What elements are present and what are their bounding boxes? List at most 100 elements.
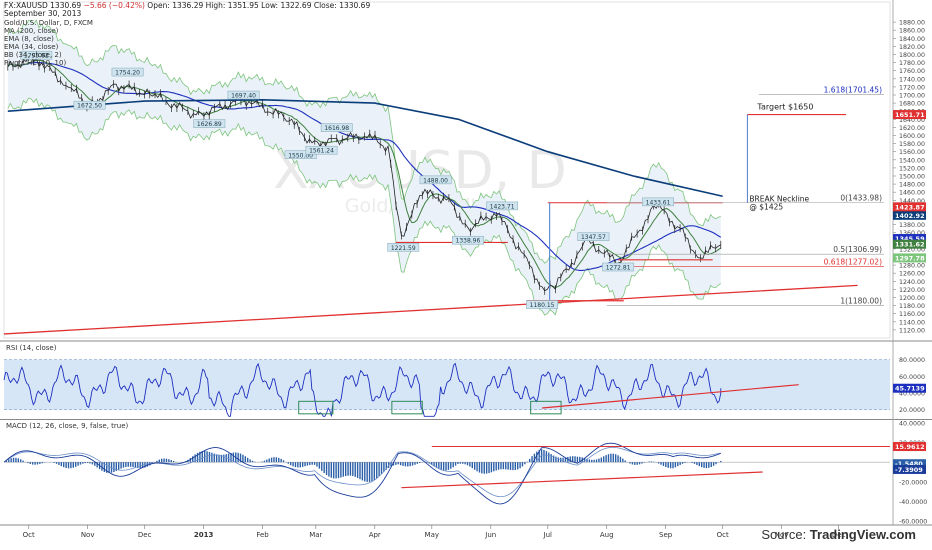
pivot-label: 1616.98 [324,125,349,132]
header-date: September 30, 2013 [4,9,82,18]
time-axis-label: Jun [484,531,496,539]
pivot-label-box [20,50,53,60]
price-axis-label: 1820.00 [899,44,925,51]
macd-axis-label: -40.0000 [899,499,927,506]
pivot-label-box [387,243,420,252]
pivot-label-box [452,235,484,245]
price-tag-label: 1402.92 [895,212,925,220]
pivot-label: 1795.82 [24,53,49,60]
ma200-line [7,99,723,198]
price-axis-label: 1760.00 [899,68,925,75]
price-axis-label: 1280.00 [899,263,925,270]
fib-label: 0.618(1277.02) [824,257,882,266]
legend-ema8[interactable]: EMA (8, close) [4,35,54,43]
price-tag-label: 1331.62 [895,241,925,249]
legend-bb[interactable]: BB (34, close, 2) [4,51,62,59]
price-axis-label: 1360.00 [899,230,925,237]
rsi-value-tag [893,383,926,393]
pivot-label: 1272.81 [606,265,631,272]
source-prefix: Source: [761,527,810,542]
fib-label: 0(1433.98) [840,194,882,203]
source-credit: Source: TradingView.com [761,527,916,542]
price-axis-label: 1520.00 [899,165,925,172]
header-quote-line: FX:XAUUSD 1330.69 −5.66 (−0.42%) Open: 1… [4,2,370,10]
legend-pivots[interactable]: Pivots HL (10, 10) [4,59,67,67]
macd-value-label: -1.5480 [895,460,923,468]
time-axis-label: Dec [138,531,152,539]
pivot-label-box [486,201,519,211]
time-axis-label: Oct [717,531,729,539]
price-axis-label: 1840.00 [899,36,925,43]
pivot-label: 1338.96 [456,238,481,245]
price-axis-label: 1860.00 [899,28,925,35]
macd-title: MACD (12, 26, close, 9, false, true) [6,422,129,430]
pivot-label-box [193,119,226,128]
price-axis-label: 1140.00 [899,319,925,326]
macd-axis-label: 40.0000 [899,420,925,427]
price-axis-label: 1200.00 [899,295,925,302]
pivot-label-box [284,150,317,159]
time-axis-label: Sep [659,531,673,539]
price-axis-label: 1600.00 [899,133,925,140]
fib-label: 1(1180.00) [840,297,882,306]
pivot-label-box [320,123,353,132]
time-axis-label: Dec [832,531,846,539]
price-line [7,56,721,292]
pivot-label: 1754.20 [115,70,140,77]
pivot-label-box [419,175,452,185]
legend-ma200[interactable]: MA (200, close) [4,27,59,35]
price-tag-label: 1297.78 [895,254,925,262]
price-axis-label: 1880.00 [899,20,925,27]
price-axis-label: 1500.00 [899,174,925,181]
symbol: FX:XAUUSD [4,1,48,10]
long-term-trendline [3,284,858,335]
price-axis-label: 1800.00 [899,52,925,59]
legend-ema34[interactable]: EMA (34, close) [4,43,59,51]
price-axis-label: 1780.00 [899,60,925,67]
price-axis-label: 1260.00 [899,271,925,278]
pivot-label: 1221.59 [391,245,416,252]
pivot-label: 1488.00 [423,177,448,184]
macd-trendline [401,471,763,489]
price-axis-label: 1560.00 [899,149,925,156]
price-axis-label: 1480.00 [899,182,925,189]
rsi-axis-label: 40.0000 [899,391,925,398]
price-axis-label: 1700.00 [899,93,925,100]
macd-axis-label: -20.0000 [899,479,927,486]
pivot-label-box [577,232,610,241]
fib-label: 1.618(1701.45) [824,85,882,94]
price-axis-label: 1120.00 [899,327,925,334]
time-axis-label: Aug [600,531,614,539]
pivot-label: 1697.40 [231,93,256,100]
pivot-label-box [526,300,558,309]
price-axis-label: 1540.00 [899,157,925,164]
price-axis-label: 1180.00 [899,303,925,310]
price-change: −5.66 (−0.42%) [83,1,145,10]
time-axis-label: Feb [256,531,269,539]
pivot-label-box [111,67,144,77]
neckline-price-annotation: @ $1425 [749,203,783,212]
source-brand[interactable]: TradingView.com [809,527,916,542]
rsi-oversold-box [391,400,423,415]
macd-signal-line [3,446,721,498]
price-axis-label: 1580.00 [899,141,925,148]
bb-fill [7,20,721,316]
price-axis-label: 1240.00 [899,279,925,286]
legend-instrument[interactable]: Gold/U.S. Dollar, D, FXCM [4,19,93,27]
ohlc-values: Open: 1336.29 High: 1351.95 Low: 1322.69… [147,1,371,10]
price-tag-label: 1423.87 [895,203,925,211]
pivot-label-box [642,197,674,207]
price-axis-label: 1720.00 [899,84,925,91]
price-axis-label: 1640.00 [899,117,925,124]
pivot-label: 1423.71 [490,203,515,210]
pivot-label: 1561.24 [309,148,334,155]
price-axis-label: 1160.00 [899,311,925,318]
rsi-title: RSI (14, close) [6,344,57,352]
price-tag-box [893,202,926,212]
pivot-label-box [227,90,260,100]
macd-value-label: 15.9612 [895,443,925,451]
pivot-label: 1433.61 [646,199,671,206]
time-axis-label: Jul [543,531,553,539]
rsi-oversold-box [298,400,334,415]
